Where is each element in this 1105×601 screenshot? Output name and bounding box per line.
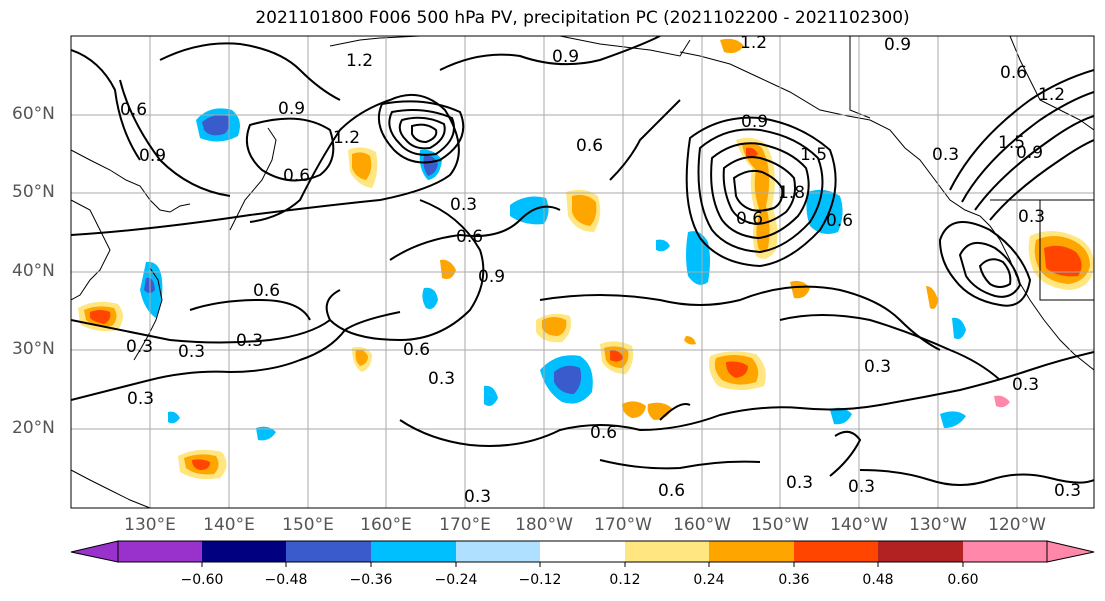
contour-label: 1.5: [800, 145, 827, 165]
lon-label: 150°W: [751, 515, 809, 535]
contour-label: 0.3: [450, 195, 477, 215]
colorbar-tick-label: −0.36: [349, 572, 393, 588]
contour-label: 1.2: [740, 33, 767, 53]
contour-label: 0.9: [1016, 143, 1043, 163]
contour-label: 0.3: [236, 331, 263, 351]
colorbar-extend-low: [70, 540, 119, 563]
contour-label: 0.3: [178, 342, 205, 362]
colorbar: [70, 540, 1095, 567]
contour-label: 0.3: [464, 487, 491, 507]
coastlines: [71, 36, 1094, 508]
colorbar-segment: [456, 541, 540, 562]
lon-label: 180°W: [515, 515, 573, 535]
contour-label: 0.3: [1054, 481, 1081, 501]
contour-label: 1.2: [1038, 85, 1065, 105]
contour-label: 0.9: [552, 47, 579, 67]
lon-label: 150°E: [282, 515, 334, 535]
contour-label: 0.3: [1012, 375, 1039, 395]
colorbar-tick-label: 0.36: [778, 572, 810, 588]
contour-label: 0.3: [864, 357, 891, 377]
gridlines: [71, 36, 1094, 508]
contour-label: 0.3: [428, 369, 455, 389]
lon-label: 120°W: [988, 515, 1046, 535]
contour-label: 0.6: [658, 481, 685, 501]
lon-label: 130°E: [124, 515, 176, 535]
contour-label: 0.6: [736, 209, 763, 229]
lon-label: 140°W: [830, 515, 888, 535]
lat-label: 60°N: [12, 104, 55, 124]
contour-label: 0.6: [120, 100, 147, 120]
contour-label: 1.5: [998, 133, 1025, 153]
lon-label: 140°E: [203, 515, 255, 535]
lon-label: 160°W: [673, 515, 731, 535]
contour-label: 0.6: [1000, 63, 1027, 83]
colorbar-tick-label: −0.48: [264, 572, 308, 588]
lon-label: 170°W: [594, 515, 652, 535]
colorbar-tick-label: −0.24: [434, 572, 478, 588]
contour-label: 0.9: [741, 112, 768, 132]
colorbar-tick-label: −0.60: [180, 572, 224, 588]
lat-label: 30°N: [12, 339, 55, 359]
precipitation-shading: [78, 38, 1094, 480]
colorbar-tick-label: 0.24: [693, 572, 725, 588]
contour-label: 0.9: [278, 99, 305, 119]
colorbar-tick-label: 0.48: [862, 572, 894, 588]
colorbar-segment: [709, 541, 794, 562]
map-title: 2021101800 F006 500 hPa PV, precipitatio…: [255, 8, 910, 28]
colorbar-segment: [625, 541, 709, 562]
lat-label: 50°N: [12, 182, 55, 202]
contour-label: 0.3: [848, 477, 875, 497]
lon-label: 130°W: [909, 515, 967, 535]
lon-label: 160°E: [360, 515, 412, 535]
contour-label: 0.6: [590, 423, 617, 443]
colorbar-tick-label: 0.60: [947, 572, 979, 588]
contour-label: 0.3: [786, 473, 813, 493]
contour-label: 0.9: [884, 35, 911, 55]
contour-label: 0.9: [478, 267, 505, 287]
contour-label: 0.3: [127, 389, 154, 409]
contour-label: 0.6: [576, 136, 603, 156]
colorbar-tick-label: 0.12: [609, 572, 641, 588]
contour-labels: 1.2 0.9 0.6 0.9 0.6 0.9 1.2 1.2 0.3 0.6 …: [120, 33, 1081, 507]
colorbar-segment: [202, 541, 286, 562]
contour-label: 0.9: [139, 146, 166, 166]
colorbar-segment: [286, 541, 371, 562]
colorbar-segment: [794, 541, 878, 562]
lat-label: 40°N: [12, 261, 55, 281]
colorbar-extend-high: [1046, 540, 1095, 563]
colorbar-tick-label: −0.12: [518, 572, 562, 588]
lat-label: 20°N: [12, 418, 55, 438]
colorbar-segment: [540, 541, 625, 562]
contour-label: 1.8: [778, 183, 805, 203]
colorbar-segment: [371, 541, 456, 562]
contour-label: 0.3: [126, 337, 153, 357]
colorbar-segment: [963, 541, 1047, 562]
contour-label: 0.3: [932, 145, 959, 165]
contour-label: 0.6: [826, 211, 853, 231]
contour-label: 0.6: [283, 166, 310, 186]
colorbar-segment: [118, 541, 202, 562]
contour-label: 0.6: [456, 227, 483, 247]
map-frame: [70, 35, 1095, 509]
colorbar-segment: [878, 541, 963, 562]
pv-contours: [71, 36, 1094, 486]
contour-label: 0.6: [403, 340, 430, 360]
contour-label: 0.3: [1018, 207, 1045, 227]
contour-label: 1.2: [346, 51, 373, 71]
contour-label: 0.6: [253, 281, 280, 301]
lon-label: 170°E: [439, 515, 491, 535]
contour-label: 1.2: [333, 128, 360, 148]
